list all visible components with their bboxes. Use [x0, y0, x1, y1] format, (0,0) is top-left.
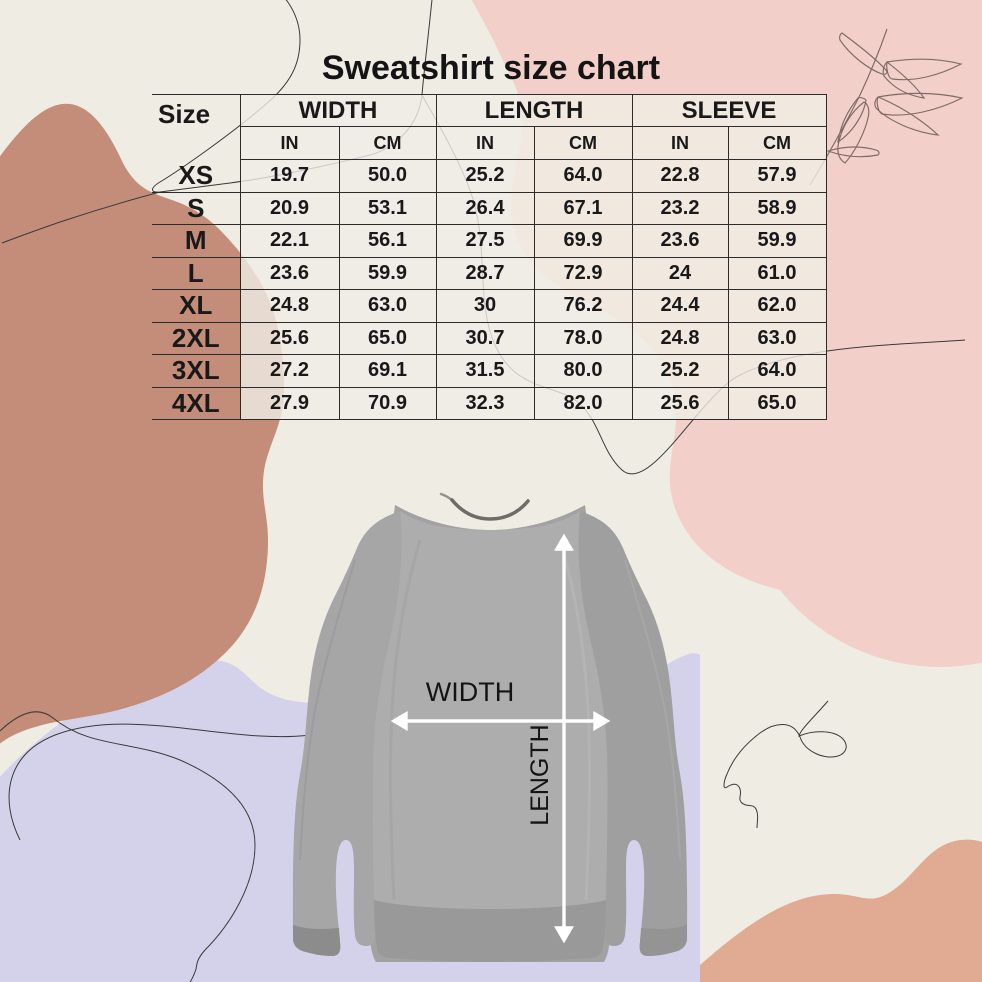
svg-text:WIDTH: WIDTH	[426, 677, 514, 707]
svg-text:LENGTH: LENGTH	[526, 724, 554, 825]
